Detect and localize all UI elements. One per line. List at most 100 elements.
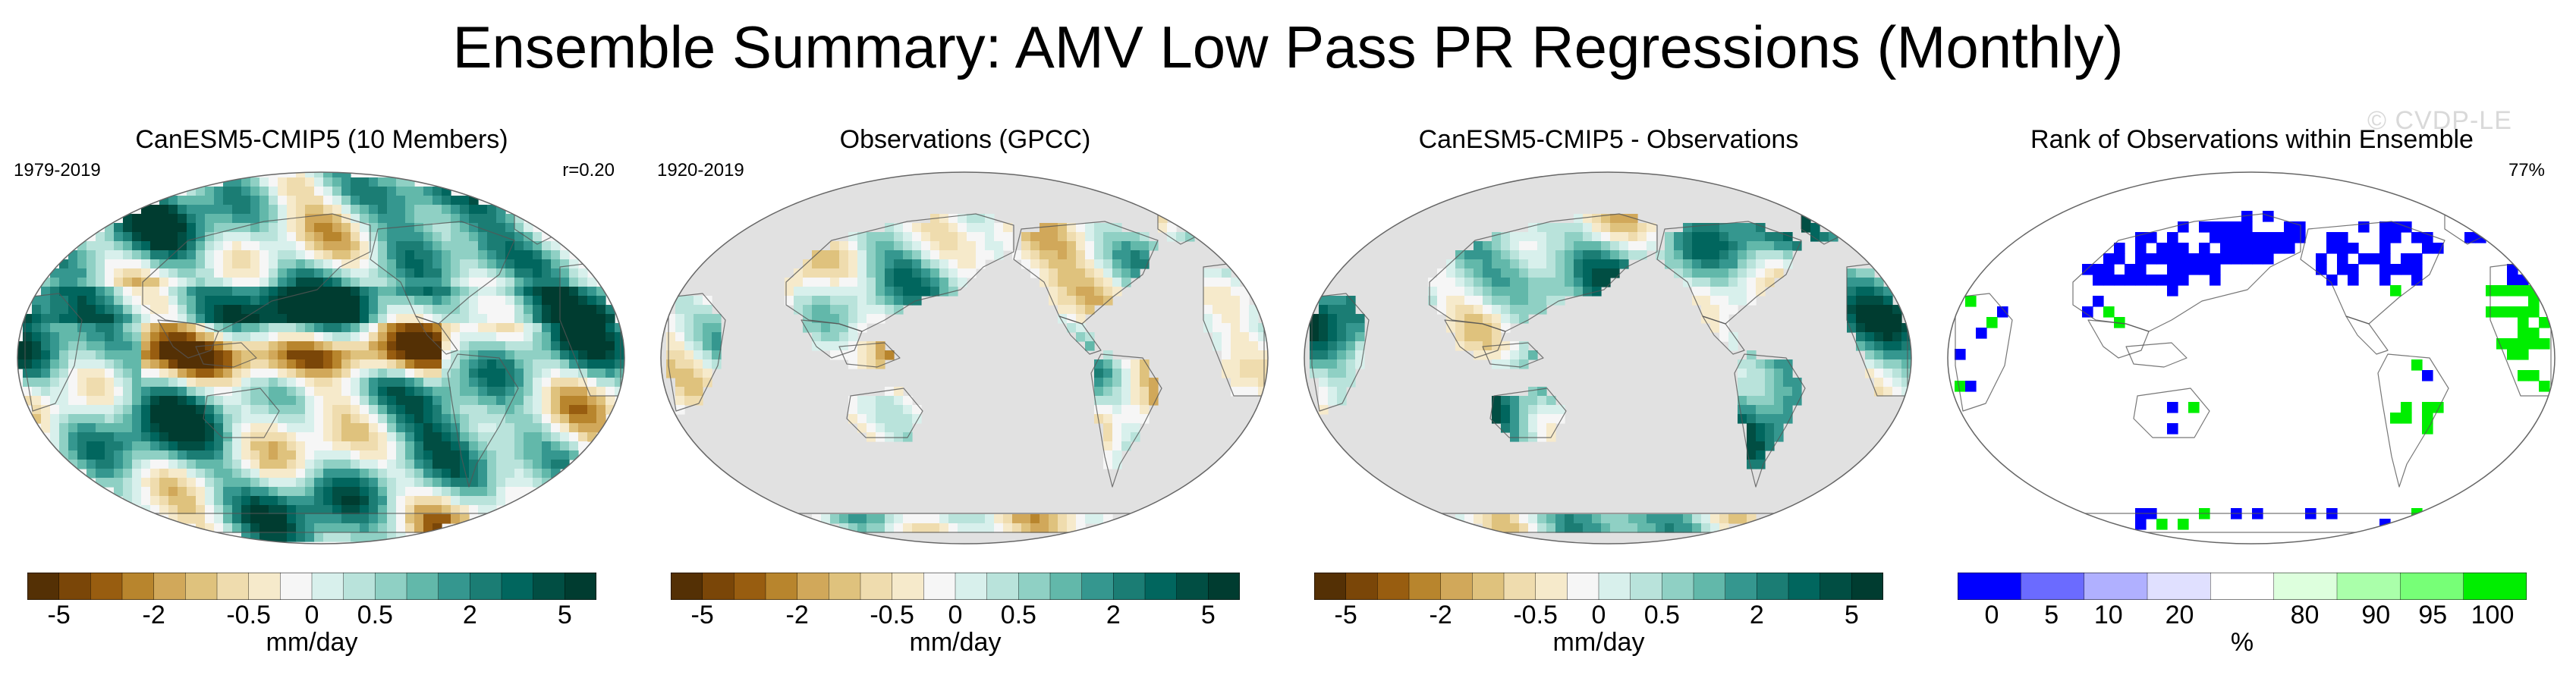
rank-summary-label: 77% [2508, 160, 2545, 180]
colorbar-tick-label: 2 [462, 601, 477, 629]
map-obs [660, 171, 1269, 544]
colorbar-tick-label: -0.5 [1513, 601, 1558, 629]
colorbar-segment [1472, 573, 1505, 600]
colorbar-segment [1662, 573, 1694, 600]
colorbar-segment [1788, 573, 1821, 600]
colorbar-segment [1345, 573, 1379, 600]
colorbar-segment [986, 573, 1020, 600]
colorbar-segment [153, 573, 187, 600]
colorbar-ticks-obs: -5 -2 -0.5 0 0.5 2 5 [671, 601, 1240, 631]
watermark-text: © CVDP-LE [2367, 106, 2512, 135]
map-model [17, 171, 625, 544]
map-diff [1304, 171, 1912, 544]
colorbar-tick-label: 95 [2418, 601, 2448, 629]
colorbar-segment [1851, 573, 1883, 600]
period-label: 1979-2019 [14, 160, 101, 180]
colorbar-tick-label: 10 [2093, 601, 2123, 629]
colorbar-segment [860, 573, 893, 600]
panel-title: Observations (GPCC) [839, 125, 1091, 154]
panel-model: CanESM5-CMIP5 (10 Members) 1979-2019 r=0… [0, 114, 643, 681]
colorbar-segment [892, 573, 925, 600]
colorbar-tick-label: 5 [1844, 601, 1859, 629]
colorbar-segment [1503, 573, 1536, 600]
colorbar-tick-label: 0 [948, 601, 963, 629]
colorbar-obs [671, 573, 1240, 600]
colorbar-segment [1820, 573, 1853, 600]
colorbar-diff [1314, 573, 1883, 600]
colorbar-segment [765, 573, 798, 600]
colorbar-tick-label: 5 [2044, 601, 2059, 629]
colorbar-segment [1725, 573, 1758, 600]
colorbar-segment [248, 573, 282, 600]
colorbar-segment [565, 573, 596, 600]
colorbar-segment [671, 573, 703, 600]
colorbar-segment [1408, 573, 1442, 600]
colorbar-segment [406, 573, 439, 600]
colorbar-segment [27, 573, 60, 600]
colorbar-tick-label: 0 [1984, 601, 1999, 629]
colorbar-tick-label: -5 [690, 601, 714, 629]
colorbar-model [27, 573, 596, 600]
panel-diff: CanESM5-CMIP5 - Observations -5 -2 -0.5 0 0.… [1287, 114, 1930, 681]
colorbar-segment [1535, 573, 1568, 600]
colorbar-tick-label: -5 [1334, 601, 1357, 629]
colorbar-segment [2021, 573, 2085, 600]
colorbar-segment [1314, 573, 1347, 600]
colorbar-unit: mm/day [266, 628, 358, 657]
colorbar-segment [1958, 573, 2022, 600]
panel-title: CanESM5-CMIP5 (10 Members) [135, 125, 508, 154]
colorbar-ticks-diff: -5 -2 -0.5 0 0.5 2 5 [1314, 601, 1883, 631]
colorbar-tick-label: 100 [2471, 601, 2515, 629]
colorbar-tick-label: 80 [2290, 601, 2320, 629]
colorbar-tick-label: 5 [1200, 601, 1216, 629]
colorbar-tick-label: -2 [1429, 601, 1452, 629]
colorbar-segment [1693, 573, 1726, 600]
colorbar-tick-label: -0.5 [226, 601, 271, 629]
colorbar-tick-label: 90 [2361, 601, 2391, 629]
colorbar-segment [1630, 573, 1663, 600]
colorbar-segment [501, 573, 534, 600]
colorbar-segment [2400, 573, 2464, 600]
colorbar-segment [438, 573, 471, 600]
panel-title: Rank of Observations within Ensemble [2030, 125, 2474, 154]
colorbar-segment [1598, 573, 1631, 600]
panel-title: CanESM5-CMIP5 - Observations [1418, 125, 1799, 154]
colorbar-tick-label: 20 [2165, 601, 2194, 629]
colorbar-segment [121, 573, 155, 600]
colorbar-segment [343, 573, 376, 600]
colorbar-segment [185, 573, 218, 600]
colorbar-tick-label: 0.5 [357, 601, 393, 629]
colorbar-tick-label: 2 [1749, 601, 1764, 629]
colorbar-unit: mm/day [909, 628, 1002, 657]
map-rank [1947, 171, 2556, 544]
colorbar-tick-label: -2 [142, 601, 165, 629]
colorbar-segment [58, 573, 92, 600]
colorbar-segment [2463, 573, 2527, 600]
colorbar-segment [280, 573, 313, 600]
period-label: 1920-2019 [657, 160, 744, 180]
colorbar-segment [734, 573, 766, 600]
colorbar-segment [2336, 573, 2401, 600]
colorbar-segment [1440, 573, 1474, 600]
colorbar-tick-label: -2 [785, 601, 809, 629]
colorbar-segment [1176, 573, 1209, 600]
colorbar-tick-label: 2 [1106, 601, 1121, 629]
colorbar-tick-label: 0.5 [1643, 601, 1680, 629]
colorbar-segment [1081, 573, 1115, 600]
colorbar-ticks-rank: 0 5 10 20 80 90 95 100 [1958, 601, 2527, 631]
colorbar-segment [1144, 573, 1178, 600]
colorbar-unit: % [2230, 628, 2254, 657]
colorbar-segment [1567, 573, 1599, 600]
colorbar-unit: mm/day [1552, 628, 1645, 657]
figure-title: Ensemble Summary: AMV Low Pass PR Regres… [452, 14, 2124, 80]
correlation-label: r=0.20 [562, 160, 615, 180]
colorbar-segment [797, 573, 830, 600]
colorbar-tick-label: -5 [47, 601, 71, 629]
colorbar-segment [955, 573, 988, 600]
colorbar-tick-label: 0 [1591, 601, 1606, 629]
colorbar-segment [311, 573, 344, 600]
colorbar-segment [1113, 573, 1146, 600]
colorbar-tick-label: 0 [304, 601, 319, 629]
colorbar-segment [2084, 573, 2148, 600]
colorbar-segment [533, 573, 566, 600]
